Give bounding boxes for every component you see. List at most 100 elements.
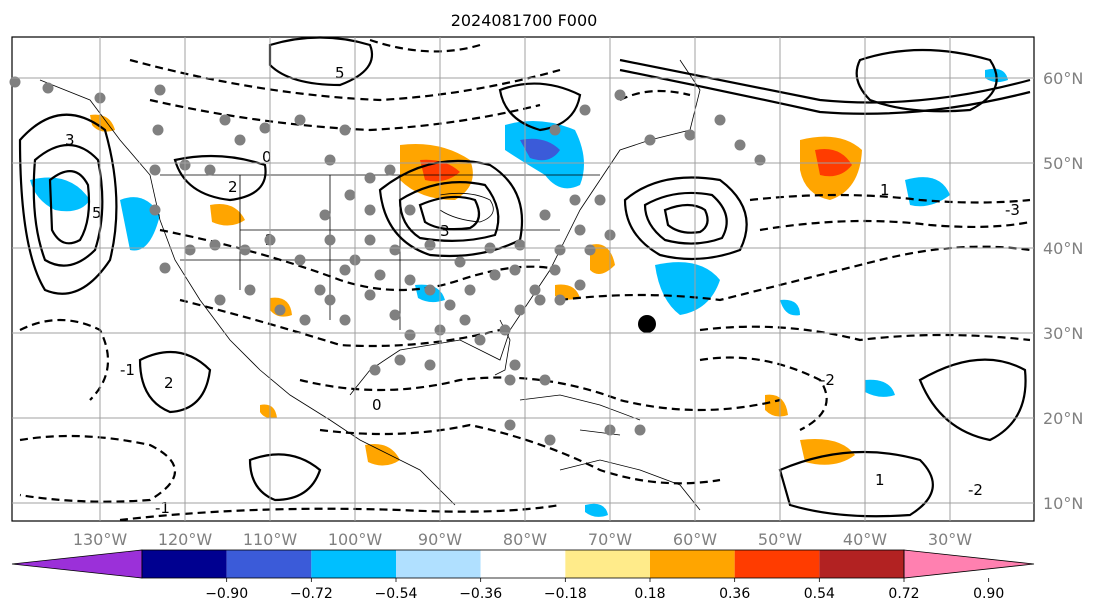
contour-positive bbox=[138, 350, 212, 414]
contour-negative bbox=[699, 356, 828, 431]
contour-label: 5 bbox=[335, 64, 345, 82]
longitude-tick-label: 90°W bbox=[418, 530, 462, 549]
contour-positive bbox=[32, 144, 104, 267]
contour-label: 3 bbox=[65, 131, 75, 149]
colorbar-segment bbox=[480, 550, 566, 578]
station-marker bbox=[234, 134, 246, 146]
station-marker bbox=[159, 262, 171, 274]
station-marker bbox=[549, 264, 561, 276]
station-marker bbox=[344, 189, 356, 201]
station-marker bbox=[489, 269, 501, 281]
contour-positive bbox=[623, 176, 748, 261]
station-marker bbox=[509, 359, 521, 371]
station-marker bbox=[574, 279, 586, 291]
contour-positive bbox=[418, 195, 481, 231]
longitude-tick-label: 30°W bbox=[928, 530, 972, 549]
colorbar-tick-label: 0.72 bbox=[888, 586, 919, 602]
latitude-tick-label: 50°N bbox=[1043, 154, 1083, 173]
contour-positive bbox=[643, 191, 728, 245]
station-marker bbox=[424, 359, 436, 371]
contour-positive bbox=[778, 450, 934, 518]
station-marker bbox=[539, 209, 551, 221]
colorbar-tick-label: −0.54 bbox=[375, 586, 418, 602]
station-marker bbox=[549, 124, 561, 136]
station-marker bbox=[324, 154, 336, 166]
contour-label: -1 bbox=[155, 499, 170, 517]
station-marker bbox=[464, 284, 476, 296]
contour-label: 5 bbox=[92, 204, 102, 222]
contour-label: 0 bbox=[372, 396, 382, 414]
station-marker bbox=[244, 284, 256, 296]
station-marker bbox=[389, 309, 401, 321]
station-marker bbox=[364, 234, 376, 246]
colorbar-segment bbox=[819, 550, 904, 578]
contour-positive bbox=[918, 358, 1027, 442]
station-marker bbox=[299, 314, 311, 326]
station-marker bbox=[294, 114, 306, 126]
station-marker bbox=[364, 289, 376, 301]
station-marker bbox=[684, 129, 696, 141]
station-marker bbox=[539, 374, 551, 386]
station-marker bbox=[389, 244, 401, 256]
latitude-labels: 60°N 50°N 40°N 30°N 20°N 10°N bbox=[1043, 69, 1083, 513]
colorbar-segment bbox=[396, 550, 481, 578]
north-america-coast bbox=[39, 79, 456, 506]
station-marker bbox=[614, 89, 626, 101]
colorbar-tick-label: 0.36 bbox=[719, 586, 750, 602]
station-marker bbox=[504, 374, 516, 386]
station-marker bbox=[364, 204, 376, 216]
positive-anomaly-region bbox=[260, 404, 277, 419]
contour-positive bbox=[48, 170, 91, 245]
colorbar-tick-label: −0.72 bbox=[290, 586, 333, 602]
station-marker bbox=[239, 244, 251, 256]
station-marker bbox=[374, 269, 386, 281]
station-markers bbox=[9, 76, 766, 446]
colorbar-segment bbox=[142, 550, 227, 578]
station-marker bbox=[219, 114, 231, 126]
contour-negative bbox=[699, 325, 1031, 342]
latitude-tick-label: 20°N bbox=[1043, 409, 1083, 428]
station-marker bbox=[579, 104, 591, 116]
contour-positive bbox=[663, 203, 709, 234]
station-marker bbox=[454, 256, 466, 268]
longitude-tick-label: 130°W bbox=[73, 530, 128, 549]
station-marker bbox=[424, 239, 436, 251]
colorbar-segment bbox=[311, 550, 396, 578]
contour-positive bbox=[498, 82, 582, 132]
station-marker bbox=[259, 122, 271, 134]
station-marker bbox=[514, 304, 526, 316]
station-marker bbox=[529, 284, 541, 296]
station-marker bbox=[274, 304, 286, 316]
station-marker bbox=[149, 204, 161, 216]
contour-jet-positive bbox=[619, 58, 1031, 104]
map-panel: 3 5 2 0 -1 -2 -3 1 5 3 2 -1 -2 0 1 2 bbox=[9, 36, 1035, 522]
station-marker bbox=[384, 164, 396, 176]
colorbar-tick-label: −0.18 bbox=[544, 586, 587, 602]
storm-center-marker bbox=[638, 315, 656, 333]
station-marker bbox=[9, 76, 21, 88]
positive-anomaly-region bbox=[210, 204, 245, 226]
station-marker bbox=[204, 164, 216, 176]
station-marker bbox=[324, 294, 336, 306]
latitude-tick-label: 10°N bbox=[1043, 494, 1083, 513]
negative-anomaly-core bbox=[520, 138, 560, 161]
longitude-tick-label: 60°W bbox=[673, 530, 717, 549]
station-marker bbox=[324, 234, 336, 246]
colorbar-tick-label: 0.90 bbox=[973, 586, 1004, 602]
negative-anomaly-region bbox=[780, 299, 800, 316]
station-marker bbox=[554, 244, 566, 256]
contour-negative bbox=[619, 89, 691, 101]
longitude-tick-label: 80°W bbox=[503, 530, 547, 549]
negative-anomaly-region bbox=[30, 177, 90, 212]
station-marker bbox=[42, 82, 54, 94]
contour-label: 2 bbox=[164, 374, 174, 392]
longitude-tick-label: 40°W bbox=[843, 530, 887, 549]
longitude-tick-label: 100°W bbox=[328, 530, 383, 549]
station-marker bbox=[394, 354, 406, 366]
contour-positive bbox=[18, 113, 118, 295]
contour-negative bbox=[759, 219, 1031, 232]
colorbar-segment bbox=[650, 550, 735, 578]
contour-label: -2 bbox=[968, 481, 983, 499]
longitude-tick-label: 70°W bbox=[588, 530, 632, 549]
station-marker bbox=[544, 434, 556, 446]
